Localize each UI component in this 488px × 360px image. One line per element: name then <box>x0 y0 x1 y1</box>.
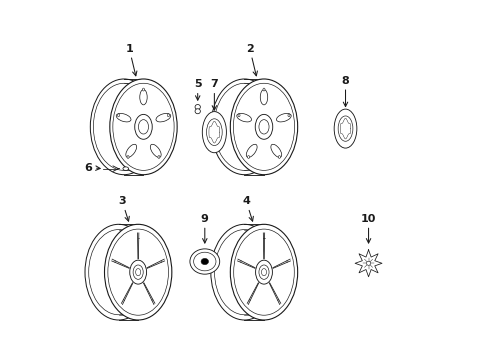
Ellipse shape <box>116 113 131 122</box>
Ellipse shape <box>129 260 146 284</box>
Ellipse shape <box>338 116 352 141</box>
Ellipse shape <box>122 167 128 170</box>
Ellipse shape <box>125 144 136 157</box>
Ellipse shape <box>195 104 200 109</box>
Ellipse shape <box>127 156 129 158</box>
Text: 7: 7 <box>210 79 218 110</box>
Ellipse shape <box>261 269 266 276</box>
Ellipse shape <box>135 114 152 139</box>
Ellipse shape <box>238 114 240 117</box>
Text: 3: 3 <box>118 196 129 221</box>
Ellipse shape <box>167 114 169 117</box>
Ellipse shape <box>142 88 144 91</box>
Ellipse shape <box>133 265 143 279</box>
Ellipse shape <box>260 90 267 105</box>
Text: 2: 2 <box>245 44 257 76</box>
Ellipse shape <box>206 119 222 145</box>
Ellipse shape <box>150 144 161 157</box>
Ellipse shape <box>278 156 280 158</box>
Ellipse shape <box>255 114 272 139</box>
Text: 6: 6 <box>84 163 100 172</box>
Ellipse shape <box>270 144 281 157</box>
Ellipse shape <box>246 144 257 157</box>
Ellipse shape <box>230 79 297 175</box>
Ellipse shape <box>156 113 170 122</box>
Text: 4: 4 <box>242 196 253 221</box>
Text: 9: 9 <box>201 214 208 243</box>
Ellipse shape <box>333 109 356 148</box>
Ellipse shape <box>158 156 160 158</box>
Text: 1: 1 <box>125 44 137 76</box>
Ellipse shape <box>255 260 272 284</box>
Ellipse shape <box>117 114 119 117</box>
Ellipse shape <box>259 265 268 279</box>
Ellipse shape <box>140 90 147 105</box>
Ellipse shape <box>195 109 200 114</box>
Ellipse shape <box>230 224 297 320</box>
Ellipse shape <box>233 83 294 170</box>
Ellipse shape <box>247 156 249 158</box>
Ellipse shape <box>259 120 268 134</box>
Ellipse shape <box>263 88 264 91</box>
Ellipse shape <box>236 113 251 122</box>
Ellipse shape <box>366 261 370 265</box>
Ellipse shape <box>201 258 208 265</box>
Ellipse shape <box>108 229 168 315</box>
Text: 10: 10 <box>360 214 375 243</box>
Ellipse shape <box>138 120 148 134</box>
Ellipse shape <box>287 114 289 117</box>
Ellipse shape <box>110 79 177 175</box>
Polygon shape <box>354 250 381 277</box>
Text: 8: 8 <box>341 76 349 107</box>
Ellipse shape <box>104 224 171 320</box>
Ellipse shape <box>135 269 141 276</box>
Ellipse shape <box>189 249 219 274</box>
Ellipse shape <box>113 83 174 170</box>
Ellipse shape <box>233 229 294 315</box>
Ellipse shape <box>202 112 226 153</box>
Ellipse shape <box>193 252 216 271</box>
Ellipse shape <box>276 113 291 122</box>
Text: 5: 5 <box>194 79 201 100</box>
